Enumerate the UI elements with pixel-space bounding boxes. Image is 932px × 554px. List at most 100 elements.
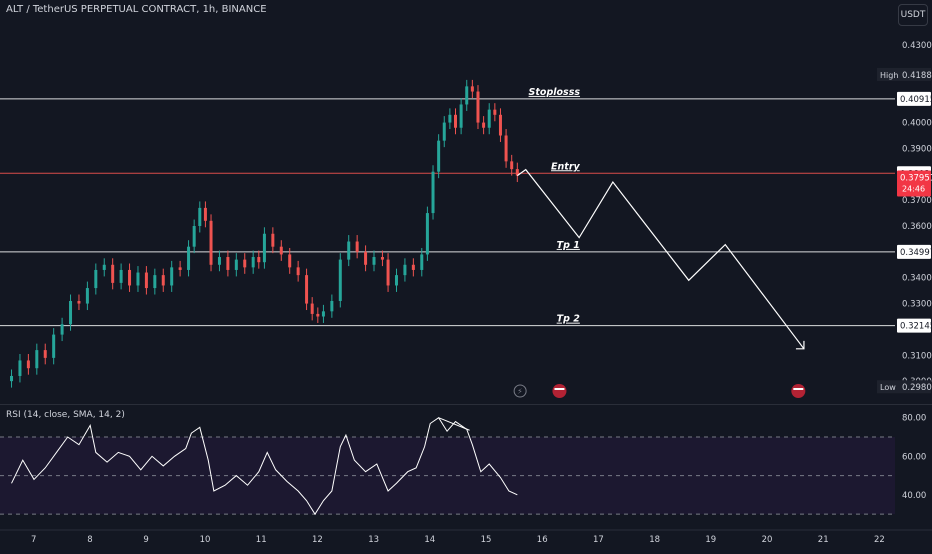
candle-body	[170, 267, 174, 286]
candle-body	[243, 259, 247, 268]
candle-body	[437, 140, 441, 172]
lightning-icon: ⚡	[517, 387, 523, 396]
candle-body	[380, 257, 384, 260]
us-flag-icon[interactable]	[552, 384, 567, 398]
candle-body	[226, 257, 230, 270]
candle-body	[364, 251, 368, 265]
candle-body	[94, 269, 98, 289]
candle-body	[18, 360, 22, 376]
x-tick-label: 16	[537, 535, 548, 545]
rsi-divergence-line[interactable]	[438, 417, 470, 431]
level-label: Stoplosss	[529, 87, 581, 98]
x-tick-label: 15	[481, 535, 492, 545]
candle-body	[296, 267, 300, 276]
candle-body	[403, 264, 407, 276]
x-tick-label: 17	[593, 535, 604, 545]
x-tick-label: 20	[762, 535, 773, 545]
candle-body	[459, 104, 463, 128]
candle-body	[187, 246, 191, 270]
candle-body	[330, 300, 334, 312]
candle-body	[251, 257, 255, 268]
candle-body	[217, 257, 221, 265]
x-tick-label: 22	[874, 535, 885, 545]
x-tick-label: 8	[87, 535, 92, 545]
low-box	[877, 380, 931, 394]
candle-body	[498, 114, 502, 136]
candle-body	[425, 213, 429, 255]
x-tick-label: 12	[312, 535, 323, 545]
x-tick-label: 19	[705, 535, 716, 545]
rsi-line[interactable]	[11, 417, 518, 516]
candle-body	[305, 275, 309, 304]
x-tick-label: 21	[818, 535, 829, 545]
rsi-y-tick-label: 60.00	[902, 452, 926, 462]
candle-body	[128, 269, 132, 286]
candle-body	[420, 254, 424, 270]
candle-body	[476, 91, 480, 123]
candle-body	[178, 267, 182, 270]
candle-body	[198, 207, 202, 226]
level-price-box	[897, 244, 931, 259]
us-flag-stripe	[554, 388, 565, 390]
rsi-y-tick-label: 80.00	[902, 414, 926, 424]
countdown-label: 24:46	[902, 185, 925, 194]
us-flag-icon[interactable]	[791, 384, 806, 398]
rsi-title: RSI (14, close, SMA, 14, 2)	[6, 410, 125, 420]
candle-body	[26, 360, 30, 369]
candle-body	[77, 300, 81, 304]
candle-body	[119, 269, 123, 283]
level-label: Entry	[551, 161, 580, 172]
candle-body	[203, 207, 207, 221]
candle-body	[386, 259, 390, 286]
pane-separator[interactable]	[0, 404, 932, 405]
lightning-icon[interactable]	[513, 384, 527, 398]
last-price-box	[897, 170, 931, 197]
candle-body	[338, 259, 342, 301]
candle-body	[257, 257, 261, 263]
candle-body	[161, 275, 165, 286]
projection-arrowhead	[795, 340, 805, 350]
chart-title: ALT / TetherUS PERPETUAL CONTRACT, 1h, B…	[6, 4, 267, 15]
x-tick-label: 18	[649, 535, 660, 545]
level-price-box	[897, 318, 931, 333]
candle-body	[321, 311, 325, 317]
candle-body	[372, 257, 376, 265]
level-label: Tp 2	[557, 314, 581, 325]
candle-body	[111, 264, 115, 283]
candle-body	[510, 161, 514, 170]
candle-body	[448, 114, 452, 123]
level-label: Tp 1	[557, 240, 580, 251]
candle-body	[442, 122, 446, 141]
candle-body	[355, 241, 359, 252]
x-tick-label: 13	[368, 535, 379, 545]
candle-body	[144, 272, 148, 289]
candle-body	[316, 313, 320, 317]
candle-body	[411, 264, 415, 270]
candle-body	[43, 350, 47, 358]
currency-button[interactable]: USDT	[898, 4, 928, 26]
x-tick-label: 7	[31, 535, 36, 545]
candle-body	[493, 109, 497, 115]
candle-body	[192, 225, 196, 247]
candle-body	[52, 334, 56, 358]
high-label: High	[880, 71, 898, 80]
candle-body	[482, 122, 486, 128]
candle-body	[60, 324, 64, 335]
candle-body	[234, 259, 238, 270]
candle-body	[504, 135, 508, 162]
price-axis-area[interactable]	[895, 0, 932, 550]
candle-body	[470, 86, 474, 92]
candle-body	[310, 303, 314, 314]
us-flag-stripe	[793, 388, 804, 390]
low-value: 0.29803	[902, 383, 932, 393]
candle-body	[35, 350, 39, 369]
projection-path[interactable]	[516, 168, 805, 350]
last-price-label: 0.37951	[900, 174, 932, 184]
candle-body	[288, 254, 292, 268]
